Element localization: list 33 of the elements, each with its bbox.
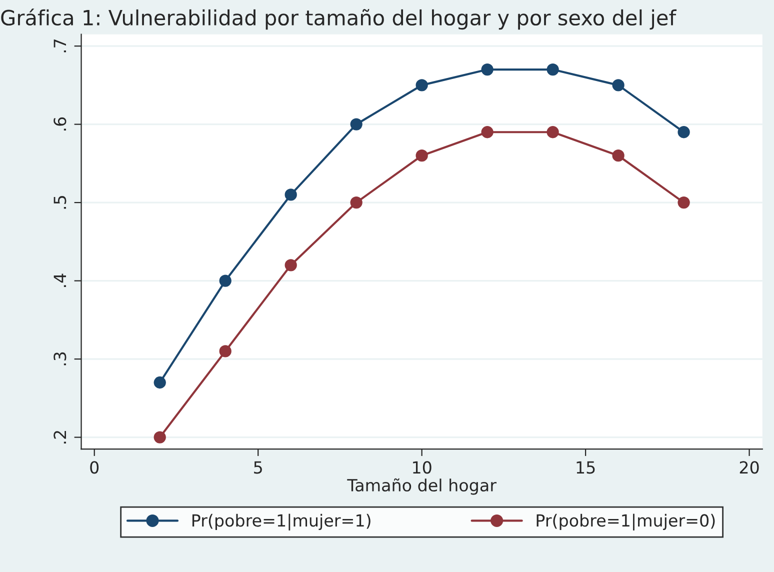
point	[481, 63, 494, 76]
point	[612, 79, 624, 92]
y-tick-label: .7	[54, 40, 66, 52]
legend-label: Pr(pobre=1|mujer=0)	[536, 514, 715, 530]
chart-title: Gráfica 1: Vulnerabilidad por tamaño del hogar y por sexo del jef	[1, 8, 677, 30]
point	[416, 79, 428, 92]
y-tick-label: .2	[54, 431, 66, 444]
x-tick-label: 15	[576, 461, 595, 474]
y-tick-label: .3	[54, 352, 66, 366]
y-tick-label: .5	[54, 196, 66, 209]
point	[154, 376, 166, 389]
point	[154, 431, 166, 444]
x-tick-label: 5	[254, 461, 262, 474]
point	[284, 259, 297, 272]
x-tick-label: 0	[90, 461, 99, 474]
point	[481, 126, 494, 138]
point	[350, 118, 362, 130]
point	[219, 345, 232, 358]
x-tick-label: 10	[413, 461, 432, 474]
point	[416, 150, 428, 162]
point	[678, 196, 690, 209]
legend-label: Pr(pobre=1|mujer=1)	[192, 514, 370, 530]
y-tick-label: .4	[54, 274, 66, 287]
point	[284, 188, 297, 201]
point	[350, 196, 362, 209]
point	[546, 63, 559, 76]
x-axis-title: Tamaño del hogar	[347, 478, 496, 495]
point	[678, 126, 690, 138]
y-tick-label: .6	[54, 117, 66, 130]
point	[612, 150, 624, 162]
x-tick-label: 20	[740, 461, 759, 474]
point	[219, 274, 232, 287]
point	[546, 126, 559, 138]
